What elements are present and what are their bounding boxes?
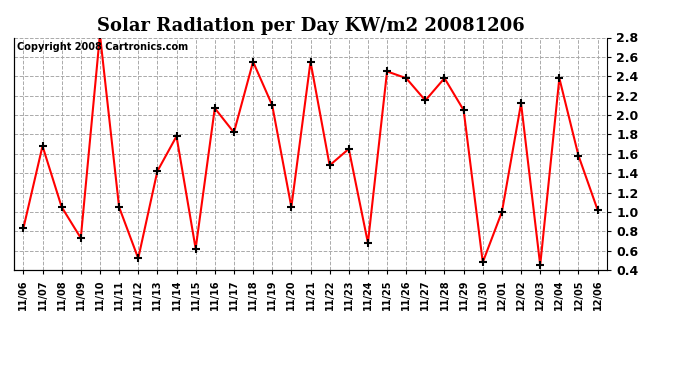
Text: Copyright 2008 Cartronics.com: Copyright 2008 Cartronics.com [17, 42, 188, 52]
Title: Solar Radiation per Day KW/m2 20081206: Solar Radiation per Day KW/m2 20081206 [97, 16, 524, 34]
